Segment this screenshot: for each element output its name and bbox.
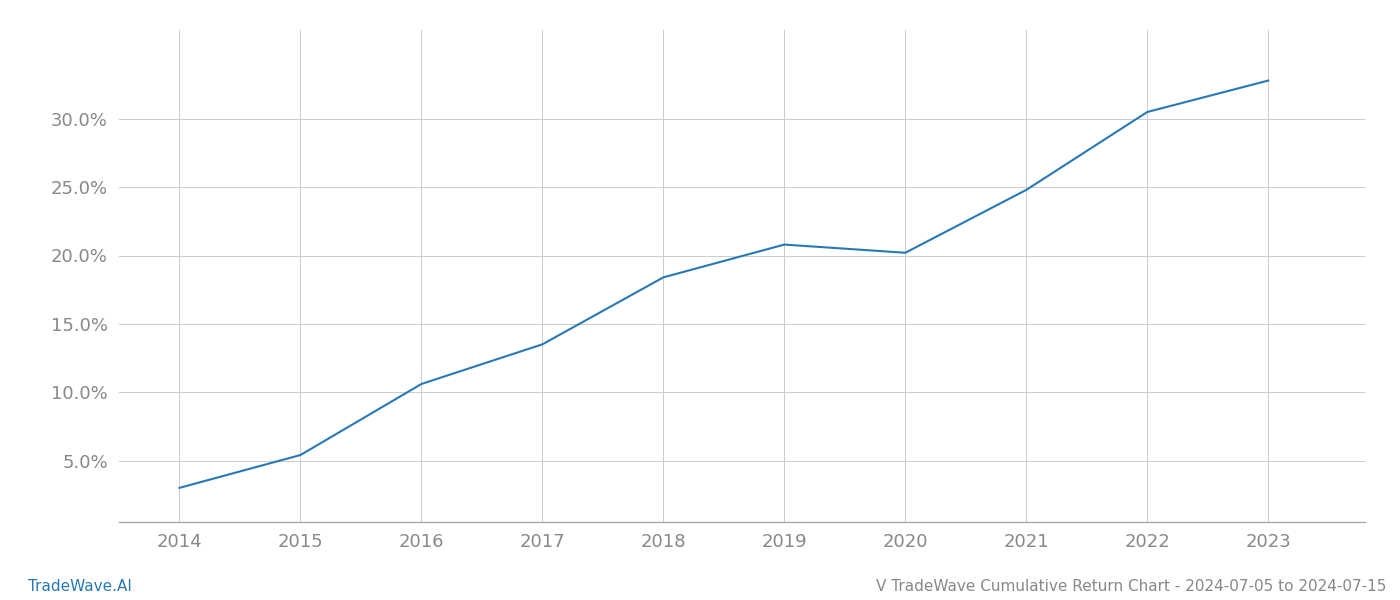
Text: V TradeWave Cumulative Return Chart - 2024-07-05 to 2024-07-15: V TradeWave Cumulative Return Chart - 20… (875, 579, 1386, 594)
Text: TradeWave.AI: TradeWave.AI (28, 579, 132, 594)
